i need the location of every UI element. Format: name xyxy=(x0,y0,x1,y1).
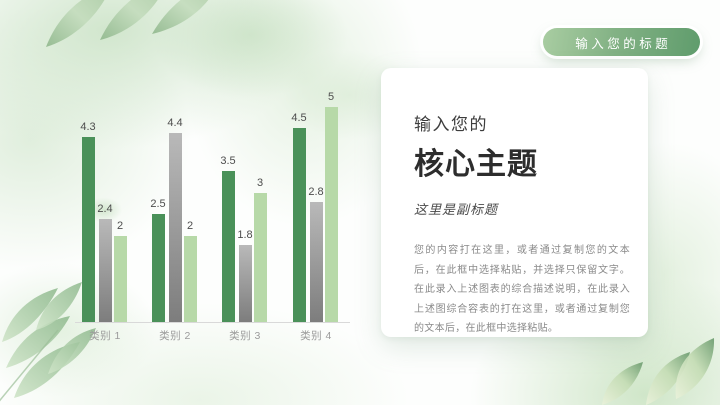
bar-value-label: 2 xyxy=(186,220,194,232)
bar-series-1-dark-green xyxy=(82,137,95,322)
bar-value-label: 5 xyxy=(327,91,335,103)
bar-series-3-light-green xyxy=(184,236,197,322)
bar-series-2-gray xyxy=(239,245,252,322)
card-title-small: 输入您的 xyxy=(414,115,488,134)
bottom-right-leaves-icon xyxy=(602,338,715,405)
bar-group: 3.5 1.8 3 xyxy=(220,107,268,322)
card-subtitle: 这里是副标题 xyxy=(414,202,499,217)
bar-series-3-light-green xyxy=(254,193,267,322)
bar-series-2-gray xyxy=(310,202,323,322)
bar-series-3-light-green xyxy=(325,107,338,322)
bar-value-label: 4.5 xyxy=(291,112,307,124)
title-badge[interactable]: 输入您的标题 xyxy=(543,28,700,56)
chart-category-labels: 类别 1 类别 2 类别 3 类别 4 xyxy=(75,328,350,344)
category-label: 类别 2 xyxy=(159,330,191,342)
bar-series-1-dark-green xyxy=(222,171,235,322)
bar-group: 2.5 4.4 2 xyxy=(150,107,198,322)
bar-value-label: 2.8 xyxy=(308,186,324,198)
bar-series-3-light-green xyxy=(114,236,127,322)
bar-chart: 4.3 2.4 2 2.5 4.4 2 3.5 1.8 3 4.5 2.8 5 类别 1 类别 2 类别 … xyxy=(75,91,350,344)
top-left-leaves-icon xyxy=(46,0,209,47)
bar-series-2-gray xyxy=(169,133,182,322)
bar-value-label: 1.8 xyxy=(237,229,253,241)
card-body-text: 您的内容打在这里，或者通过复制您的文本后，在此框中选择粘贴，并选择只保留文字。在… xyxy=(414,245,630,334)
bar-value-label: 2.4 xyxy=(97,203,113,215)
bar-value-label: 2.5 xyxy=(150,198,166,210)
bar-group: 4.3 2.4 2 xyxy=(80,107,128,322)
card-title-big: 核心主题 xyxy=(414,148,538,181)
bar-value-label: 4.4 xyxy=(167,117,183,129)
bar-value-label: 4.3 xyxy=(80,121,96,133)
title-badge-label: 输入您的标题 xyxy=(575,36,672,51)
bar-series-2-gray xyxy=(99,219,112,322)
bar-series-1-dark-green xyxy=(152,214,165,322)
bar-group: 4.5 2.8 5 xyxy=(291,91,339,322)
bar-series-1-dark-green xyxy=(293,128,306,322)
category-label: 类别 1 xyxy=(89,330,121,342)
chart-plot-area: 4.3 2.4 2 2.5 4.4 2 3.5 1.8 3 4.5 2.8 5 xyxy=(75,91,350,322)
category-label: 类别 4 xyxy=(300,330,332,342)
chart-x-axis-line xyxy=(75,322,350,323)
bar-value-label: 2 xyxy=(116,220,124,232)
bar-value-label: 3.5 xyxy=(220,155,236,167)
bar-value-label: 3 xyxy=(256,177,264,189)
category-label: 类别 3 xyxy=(229,330,261,342)
content-card: 输入您的 核心主题 这里是副标题 您的内容打在这里，或者通过复制您的文本后，在此… xyxy=(381,68,648,337)
